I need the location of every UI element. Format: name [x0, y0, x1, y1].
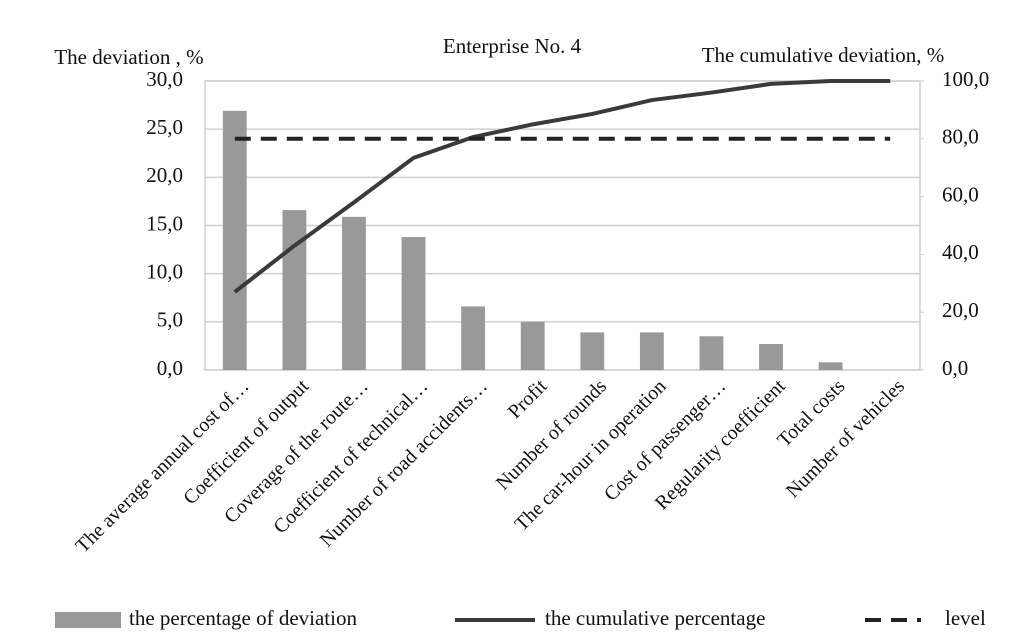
chart-title: Enterprise No. 4	[443, 34, 582, 58]
y-tick-label: 5,0	[157, 308, 183, 332]
y-tick-label: 25,0	[146, 115, 183, 139]
bar	[699, 336, 724, 370]
bar	[818, 362, 843, 370]
bar	[461, 306, 486, 370]
y2-tick-label: 100,0	[942, 67, 989, 91]
cumulative-line	[233, 79, 891, 294]
bar	[342, 216, 366, 370]
bar	[222, 110, 247, 370]
y2-tick-label: 0,0	[942, 356, 968, 380]
y-axis-label: The deviation , %	[54, 45, 204, 69]
y2-axis-label: The cumulative deviation, %	[702, 43, 945, 67]
legend-label: level	[945, 606, 986, 630]
x-tick-label: Number of rounds	[492, 375, 611, 494]
bar	[282, 210, 307, 370]
y-tick-label: 15,0	[146, 211, 183, 235]
y2-tick-label: 60,0	[942, 182, 979, 206]
bar	[639, 332, 664, 370]
y-tick-label: 10,0	[146, 259, 183, 283]
legend-swatch	[55, 612, 121, 628]
bar	[401, 237, 426, 370]
y2-tick-label: 20,0	[942, 298, 979, 322]
y-tick-label: 0,0	[157, 356, 183, 380]
bar	[520, 321, 545, 370]
y2-tick-label: 40,0	[942, 240, 979, 264]
y-tick-label: 20,0	[146, 163, 183, 187]
bar	[759, 343, 783, 370]
y2-tick-label: 80,0	[942, 125, 979, 149]
bar	[580, 332, 605, 370]
x-tick-label: Profit	[504, 375, 552, 423]
legend-label: the percentage of deviation	[129, 606, 357, 630]
plot-border	[204, 80, 921, 371]
y-tick-label: 30,0	[146, 67, 183, 91]
legend-label: the cumulative percentage	[545, 606, 765, 630]
